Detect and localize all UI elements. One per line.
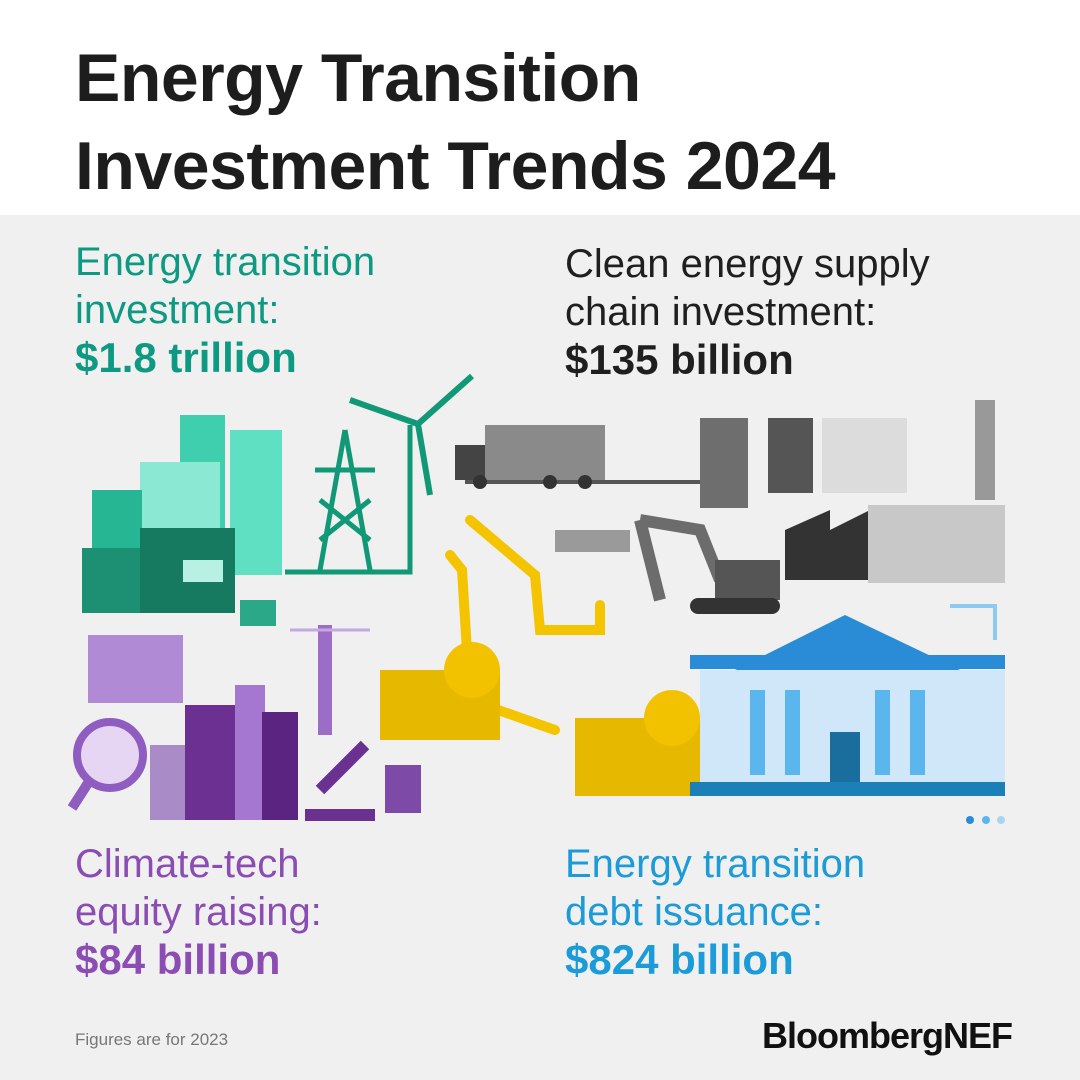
stat-value: $135 billion bbox=[565, 336, 794, 383]
stat-label: investment: bbox=[75, 288, 280, 332]
stat-value: $84 billion bbox=[75, 936, 281, 983]
stat-block: Energy transition debt issuance: $824 bi… bbox=[565, 840, 865, 984]
grey-industry bbox=[455, 400, 1005, 614]
stat-value: $1.8 trillion bbox=[75, 334, 297, 381]
green-city bbox=[82, 373, 474, 626]
stat-value: $824 billion bbox=[565, 936, 794, 983]
stat-label: chain investment: bbox=[565, 290, 877, 334]
stat-label: equity raising: bbox=[75, 890, 322, 934]
stat-label: Energy transition bbox=[565, 842, 866, 886]
stat-block: Energy transition investment: $1.8 trill… bbox=[75, 238, 375, 382]
stat-label: Energy transition bbox=[75, 240, 376, 284]
stat-label: Climate-tech bbox=[75, 842, 300, 886]
title-line: Investment Trends 2024 bbox=[75, 128, 836, 204]
purple-research bbox=[67, 625, 421, 821]
stat-label: Clean energy supply bbox=[565, 242, 930, 286]
stat-block: Climate-tech equity raising: $84 billion bbox=[75, 840, 322, 984]
logo: BloombergNEF bbox=[762, 1015, 1013, 1056]
footnote: Figures are for 2023 bbox=[75, 1030, 229, 1049]
stat-label: debt issuance: bbox=[565, 890, 823, 934]
yellow-money bbox=[380, 515, 705, 796]
title-line: Energy Transition bbox=[75, 40, 641, 116]
blue-bank bbox=[690, 604, 1005, 824]
stat-block: Clean energy supply chain investment: $1… bbox=[565, 240, 930, 384]
